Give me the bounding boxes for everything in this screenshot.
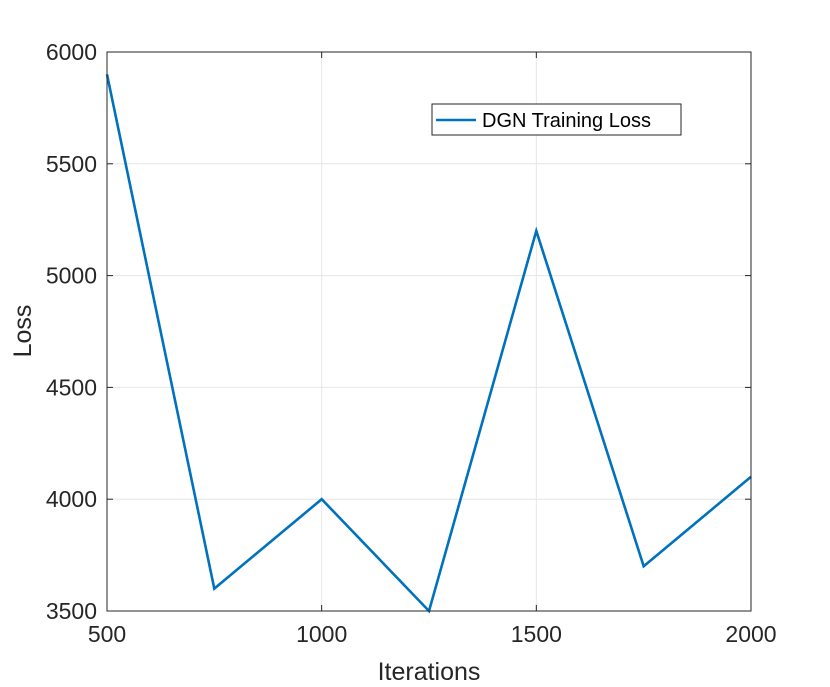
x-axis-label: Iterations — [378, 658, 481, 686]
plot-background — [107, 52, 751, 611]
y-tick-labels: 3500 4000 4500 5000 5500 6000 — [46, 39, 97, 624]
legend: DGN Training Loss — [431, 103, 682, 136]
y-tick-label: 3500 — [46, 598, 97, 624]
x-tick-label: 500 — [88, 621, 126, 647]
x-tick-labels: 500 1000 1500 2000 — [88, 621, 777, 647]
y-tick-label: 5000 — [46, 263, 97, 289]
y-tick-label: 4500 — [46, 374, 97, 400]
y-axis-label: Loss — [9, 305, 37, 358]
y-tick-label: 4000 — [46, 486, 97, 512]
x-tick-label: 2000 — [725, 621, 776, 647]
x-tick-label: 1500 — [511, 621, 562, 647]
x-tick-label: 1000 — [296, 621, 347, 647]
plot-frame — [106, 51, 752, 612]
y-tick-label: 6000 — [46, 39, 97, 65]
y-tick-label: 5500 — [46, 151, 97, 177]
legend-label: DGN Training Loss — [482, 110, 651, 132]
